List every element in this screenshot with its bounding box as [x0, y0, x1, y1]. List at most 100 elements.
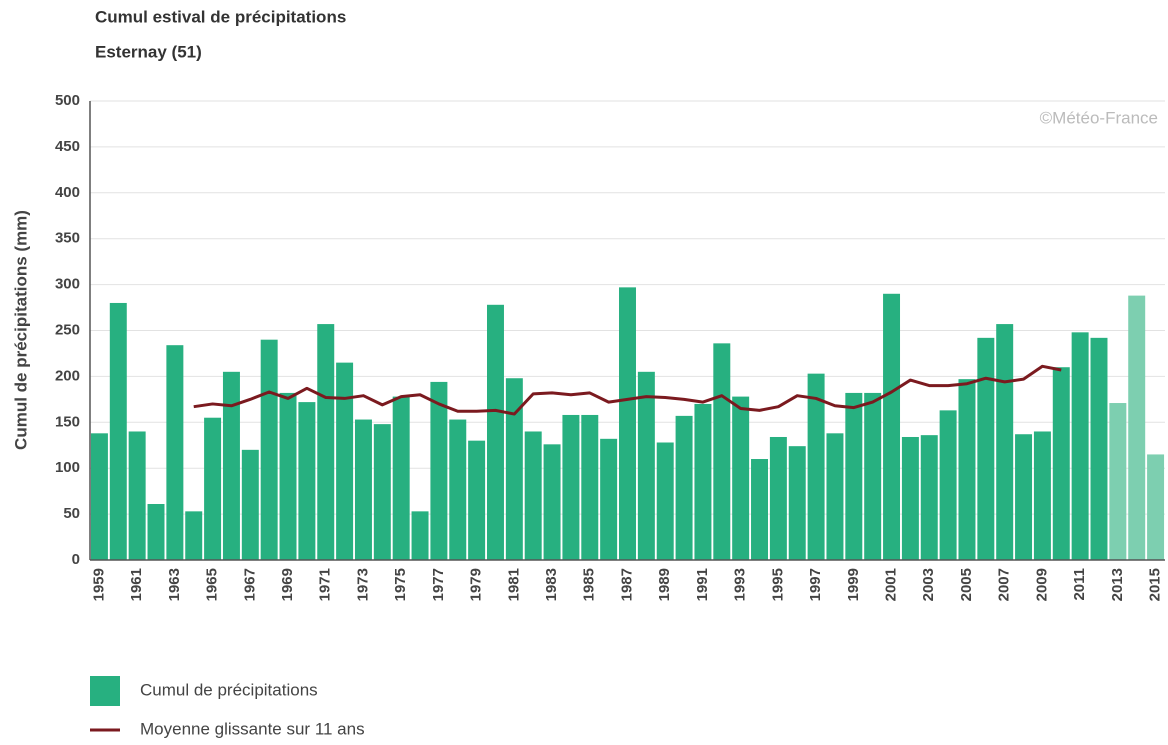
bar — [675, 415, 693, 560]
x-tick-label: 1989 — [656, 568, 673, 601]
x-tick-label: 1961 — [128, 568, 145, 601]
y-tick-label: 100 — [55, 459, 80, 476]
x-tick-label: 1977 — [430, 568, 447, 601]
bar — [1071, 332, 1089, 560]
x-tick-label: 1991 — [694, 568, 711, 601]
bar — [543, 444, 561, 560]
bar — [977, 337, 995, 560]
watermark: ©Météo-France — [1040, 108, 1158, 127]
bar — [279, 392, 297, 560]
bar — [826, 433, 844, 560]
bar — [600, 438, 618, 560]
bar — [713, 343, 731, 560]
x-tick-label: 1963 — [166, 568, 183, 601]
x-tick-label: 1971 — [317, 568, 334, 601]
x-tick-label: 1999 — [845, 568, 862, 601]
moving-average-line — [193, 364, 1062, 416]
bar — [411, 511, 429, 560]
y-tick-label: 500 — [55, 92, 80, 109]
bar — [109, 302, 127, 560]
x-tick-label: 1969 — [279, 568, 296, 601]
bar — [883, 293, 901, 560]
y-tick-label: 50 — [63, 505, 80, 522]
bar — [128, 431, 146, 560]
chart-subtitle: Esternay (51) — [95, 42, 202, 61]
x-tick-label: 1983 — [543, 568, 560, 601]
bar — [524, 431, 542, 560]
bar — [449, 419, 467, 560]
bar — [656, 442, 674, 560]
bar — [222, 371, 240, 560]
bar — [1147, 454, 1165, 560]
x-tick-label: 1979 — [468, 568, 485, 601]
bar — [845, 392, 863, 560]
bar — [373, 424, 391, 560]
y-tick-label: 450 — [55, 138, 80, 155]
x-tick-label: 1975 — [392, 568, 409, 601]
bar — [769, 436, 787, 560]
bar — [430, 381, 448, 560]
bar — [996, 324, 1014, 560]
bar — [1128, 295, 1146, 560]
bar — [147, 504, 165, 560]
bar — [920, 435, 938, 560]
y-tick-label: 350 — [55, 230, 80, 247]
bar — [260, 339, 278, 560]
x-tick-label: 2011 — [1071, 568, 1088, 601]
y-axis-label: Cumul de précipitations (mm) — [11, 210, 30, 450]
x-tick-label: 2001 — [883, 568, 900, 601]
y-tick-label: 200 — [55, 367, 80, 384]
bar — [1052, 367, 1070, 560]
chart-title: Cumul estival de précipitations — [95, 7, 346, 26]
x-tick-label: 1987 — [618, 568, 635, 601]
bar — [185, 511, 203, 560]
x-tick-label: 1993 — [732, 568, 749, 601]
y-tick-label: 250 — [55, 321, 80, 338]
bar — [241, 449, 259, 560]
bar — [619, 287, 636, 560]
bar — [1109, 403, 1127, 560]
bar — [336, 362, 354, 560]
bar — [298, 402, 316, 560]
bar — [90, 433, 108, 560]
y-tick-label: 300 — [55, 276, 80, 293]
bar — [788, 446, 806, 560]
bar — [581, 414, 599, 560]
bar — [732, 396, 750, 560]
x-tick-label: 2015 — [1147, 568, 1164, 601]
bar — [637, 371, 655, 560]
y-tick-label: 400 — [55, 184, 80, 201]
bar — [468, 440, 486, 560]
x-tick-label: 1981 — [505, 568, 522, 601]
bar — [939, 410, 957, 560]
bar — [751, 459, 769, 560]
bar — [505, 378, 523, 560]
bar — [1033, 431, 1051, 560]
x-tick-label: 2003 — [920, 568, 937, 601]
x-tick-label: 1997 — [807, 568, 824, 601]
x-tick-label: 2005 — [958, 568, 975, 601]
bar — [694, 403, 712, 560]
bar — [901, 436, 919, 560]
bar — [807, 373, 825, 560]
legend-label: Moyenne glissante sur 11 ans — [140, 719, 365, 738]
bar — [354, 419, 372, 560]
bar — [958, 379, 976, 560]
x-tick-label: 1965 — [204, 568, 221, 601]
x-tick-label: 2007 — [996, 568, 1013, 601]
bar — [317, 324, 335, 560]
bar — [166, 345, 184, 560]
x-tick-label: 1985 — [581, 568, 598, 601]
bar — [562, 414, 580, 560]
bar — [392, 396, 410, 560]
bar — [1090, 337, 1108, 560]
legend-swatch — [90, 676, 120, 706]
x-tick-label: 2013 — [1109, 568, 1126, 601]
x-tick-label: 1959 — [90, 568, 107, 601]
x-tick-label: 1967 — [241, 568, 258, 601]
y-tick-label: 150 — [55, 413, 80, 430]
x-tick-label: 1973 — [354, 568, 371, 601]
bar — [1015, 434, 1033, 560]
bar — [204, 417, 222, 560]
